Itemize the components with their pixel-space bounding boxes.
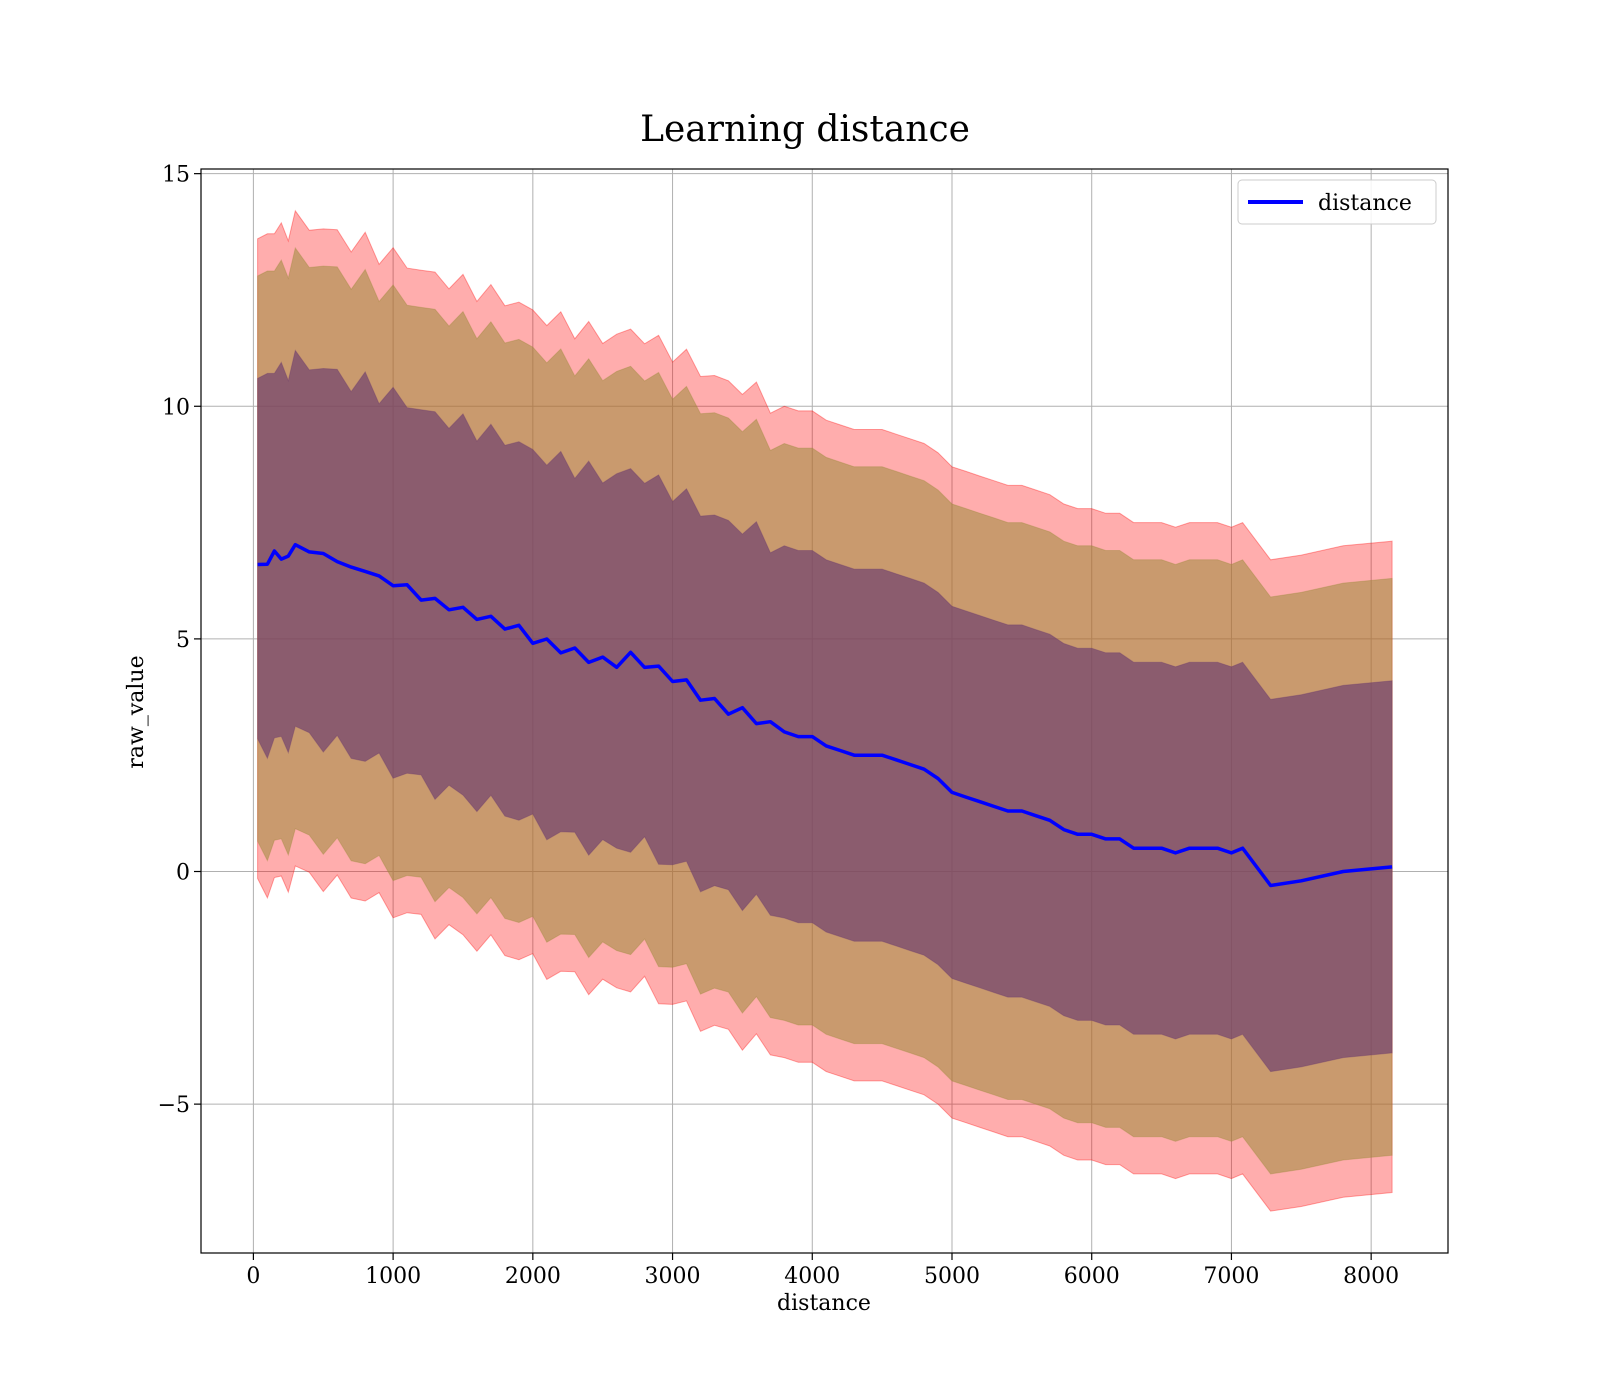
- x-tick-label-2000: 2000: [505, 1264, 561, 1289]
- x-axis-label: distance: [777, 1291, 871, 1316]
- x-tick-label-1000: 1000: [365, 1264, 421, 1289]
- y-tick-label-0: 0: [176, 861, 190, 886]
- legend-box: [1237, 179, 1437, 225]
- series-line-distance: [257, 542, 1393, 888]
- y-tick-label--5: −5: [158, 1093, 190, 1118]
- series-lines: [257, 542, 1393, 888]
- y-tick-label-15: 15: [162, 163, 190, 188]
- band-inner: [257, 349, 1393, 1073]
- y-tick-label-5: 5: [176, 628, 190, 653]
- x-tick-label-0: 0: [246, 1264, 260, 1289]
- x-tick-label-7000: 7000: [1203, 1264, 1259, 1289]
- x-axis-ticks: 0 1000 2000 3000 4000 5000 6000 7000 8000: [246, 1253, 1399, 1289]
- x-tick-label-3000: 3000: [645, 1264, 701, 1289]
- y-axis-ticks: −5 0 5 10 15: [158, 163, 201, 1118]
- x-tick-label-8000: 8000: [1343, 1264, 1399, 1289]
- x-tick-label-5000: 5000: [924, 1264, 980, 1289]
- confidence-bands: [257, 209, 1393, 1212]
- x-tick-label-6000: 6000: [1064, 1264, 1120, 1289]
- legend-label-distance: distance: [1318, 191, 1412, 216]
- chart-title: Learning distance: [640, 109, 970, 150]
- x-tick-label-4000: 4000: [784, 1264, 840, 1289]
- plot-area: [200, 168, 1449, 1254]
- y-tick-label-10: 10: [162, 395, 190, 420]
- plot-frame: [200, 168, 1449, 1254]
- y-axis-label: raw_value: [124, 655, 149, 768]
- legend: distance: [1237, 179, 1437, 225]
